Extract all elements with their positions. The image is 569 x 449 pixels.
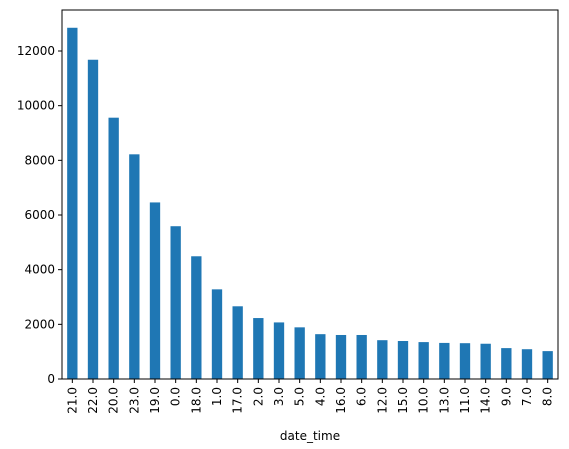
x-tick-label: 8.0 [541,387,555,406]
bar-21.0 [67,27,78,380]
bar-1.0 [211,289,223,379]
x-tick-label: 3.0 [272,387,286,406]
bar-0.0 [170,226,181,379]
bar-9.0 [501,348,512,379]
bar-4.0 [315,334,326,379]
x-tick-label: 18.0 [189,387,203,414]
bar-13.0 [439,342,450,379]
bar-19.0 [149,202,161,379]
x-tick-label: 22.0 [86,387,100,414]
bars-group [67,27,553,380]
bar-20.0 [108,117,119,379]
bar-7.0 [521,349,533,379]
x-tick-label: 17.0 [231,387,245,414]
bar-12.0 [377,340,388,379]
x-tick-label: 9.0 [499,387,513,406]
x-tick-label: 15.0 [396,387,410,414]
x-tick-label: 4.0 [313,387,327,406]
x-tick-label: 13.0 [437,387,451,414]
bar-6.0 [356,334,367,379]
y-tick-label: 2000 [24,317,55,331]
x-tick-label: 14.0 [479,387,493,414]
y-tick-label: 12000 [17,44,55,58]
bar-17.0 [232,306,243,379]
x-axis-label: date_time [280,429,340,443]
bar-2.0 [253,318,264,379]
x-tick-label: 23.0 [127,387,141,414]
bar-8.0 [542,351,553,379]
x-tick-label: 20.0 [107,387,121,414]
y-tick-label: 8000 [24,153,55,167]
bar-14.0 [480,343,491,379]
x-tick-label: 5.0 [293,387,307,406]
y-tick-label: 10000 [17,99,55,113]
y-tick-label: 0 [47,372,55,386]
plot-area [62,10,558,379]
x-tick-label: 6.0 [355,387,369,406]
x-tick-label: 7.0 [520,387,534,406]
bar-3.0 [273,322,285,379]
bar-16.0 [335,334,347,379]
y-tick-label: 4000 [24,263,55,277]
x-tick-label: 1.0 [210,387,224,406]
plot-frame [61,9,559,380]
x-tick-label: 0.0 [169,387,183,406]
bar-15.0 [397,341,409,379]
bar-11.0 [459,343,471,379]
x-axis-ticks: 21.0 22.0 20.0 23.0 19.0 0.0 18.0 1.0 17.0 2.0 3.0… [65,379,555,414]
x-tick-label: 2.0 [251,387,265,406]
bar-22.0 [87,59,99,379]
bar-5.0 [294,327,305,379]
y-tick-label: 6000 [24,208,55,222]
x-tick-label: 19.0 [148,387,162,414]
bar-10.0 [418,342,429,379]
bar-18.0 [191,256,202,379]
x-tick-label: 12.0 [375,387,389,414]
y-axis-ticks: 0 2000 4000 6000 8000 10000 12000 [17,44,62,386]
x-tick-label: 16.0 [334,387,348,414]
bar-23.0 [129,154,140,379]
x-tick-label: 21.0 [65,387,79,414]
x-tick-label: 11.0 [458,387,472,414]
x-tick-label: 10.0 [417,387,431,414]
